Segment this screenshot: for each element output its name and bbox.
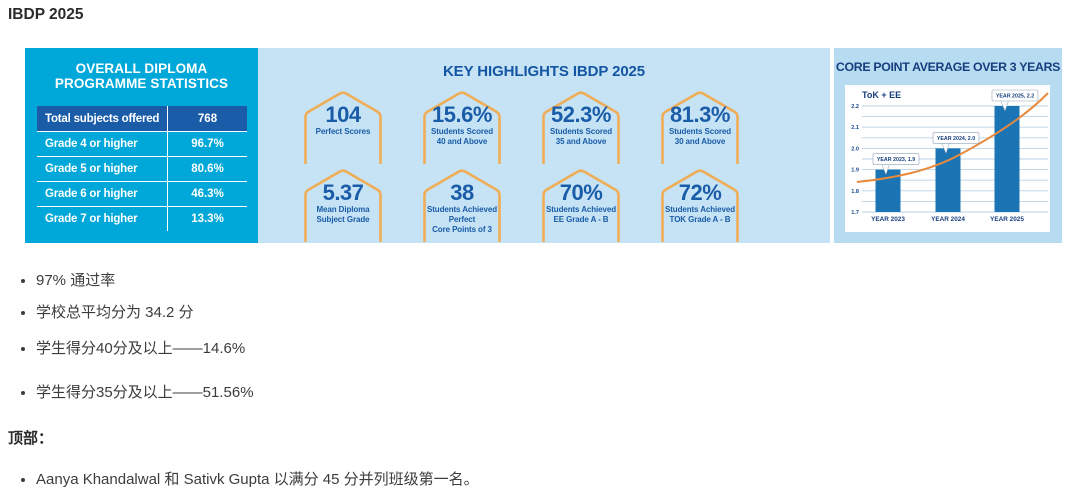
badge-value: 5.37: [322, 180, 364, 205]
table-row: Grade 6 or higher 46.3%: [37, 181, 247, 206]
badge-label: Mean Diploma Subject Grade: [316, 205, 370, 225]
highlight-badge: 72% Students Achieved TOK Grade A - B: [660, 166, 740, 242]
core-point-chart-panel: CORE POINT AVERAGE OVER 3 YEARS ToK + EE…: [834, 48, 1062, 243]
callout-box: [991, 89, 1039, 102]
stat-label: Grade 6 or higher: [45, 188, 138, 200]
badge-outline-icon: [661, 169, 739, 242]
badge-outline-icon: [304, 169, 382, 242]
x-axis-label: YEAR 2025: [990, 216, 1024, 223]
stat-label: Grade 4 or higher: [45, 138, 138, 150]
page-title: IBDP 2025: [8, 6, 84, 23]
stat-value: 96.7%: [167, 132, 247, 156]
x-axis-label: YEAR 2023: [871, 216, 905, 223]
y-tick-label: 1.9: [851, 168, 859, 174]
stat-value: 80.6%: [167, 157, 247, 181]
badge-label: Perfect Scores: [315, 127, 371, 137]
callout-label: YEAR 2024, 2.0: [937, 136, 975, 142]
list-item: 学生得分40分及以上——14.6%: [36, 338, 254, 359]
stat-value: 768: [167, 106, 247, 131]
table-row: Total subjects offered 768: [37, 106, 247, 131]
badge-outline-icon: [542, 91, 620, 164]
badge-outline-icon: [423, 91, 501, 164]
y-tick-label: 1.7: [851, 210, 859, 216]
stats-table: Total subjects offered 768 Grade 4 or hi…: [37, 106, 247, 231]
key-highlights-panel: KEY HIGHLIGHTS IBDP 2025 104 Perfect Scor…: [258, 48, 830, 243]
highlight-badge: 81.3% Students Scored 30 and Above: [660, 88, 740, 164]
list-item: 学校总平均分为 34.2 分: [36, 302, 254, 323]
stat-label: Total subjects offered: [45, 112, 160, 125]
highlight-badge: 52.3% Students Scored 35 and Above: [541, 88, 621, 164]
overall-statistics-panel: OVERALL DIPLOMA PROGRAMME STATISTICS Tot…: [25, 48, 258, 243]
stats-panel-title: OVERALL DIPLOMA PROGRAMME STATISTICS: [54, 61, 229, 92]
badge-outline-icon: [661, 91, 739, 164]
badge-outline-icon: [304, 91, 382, 164]
badge-value: 38: [450, 180, 474, 205]
chart-title: CORE POINT AVERAGE OVER 3 YEARS: [835, 60, 1061, 74]
badge-label: Students Scored 40 and Above: [430, 127, 494, 147]
chart-plot-area: ToK + EE 1.7 1.8 1.9 2.0 2.1 2.2 YEAR 2023, 1…: [845, 85, 1050, 232]
list-item: 97% 通过率: [36, 270, 254, 291]
badge-value: 70%: [559, 180, 603, 205]
ibdp-infographic: OVERALL DIPLOMA PROGRAMME STATISTICS Tot…: [25, 48, 1062, 243]
summary-bullet-list: 97% 通过率 学校总平均分为 34.2 分 学生得分40分及以上——14.6%…: [0, 270, 254, 403]
list-item: Aanya Khandalwal 和 Sativk Gupta 以满分 45 分…: [36, 469, 479, 490]
badge-label: Students Scored 35 and Above: [549, 127, 613, 147]
chart-legend: ToK + EE: [862, 90, 901, 100]
y-tick-label: 1.8: [851, 189, 859, 195]
table-row: Grade 5 or higher 80.6%: [37, 156, 247, 181]
key-highlights-title: KEY HIGHLIGHTS IBDP 2025: [442, 63, 646, 80]
stat-value: 46.3%: [167, 182, 247, 206]
top-students-bullet-list: Aanya Khandalwal 和 Sativk Gupta 以满分 45 分…: [0, 469, 479, 490]
list-item: 学生得分35分及以上——51.56%: [36, 382, 254, 403]
bar: [935, 148, 961, 212]
x-axis-label: YEAR 2024: [931, 216, 965, 223]
highlight-badge: 104 Perfect Scores: [303, 88, 383, 164]
highlight-badge: 70% Students Achieved EE Grade A - B: [541, 166, 621, 242]
x-axis-labels: YEAR 2023 YEAR 2024 YEAR 2025: [871, 216, 1024, 223]
y-axis-ticks: 1.7 1.8 1.9 2.0 2.1 2.2: [851, 104, 859, 216]
y-tick-label: 2.0: [851, 146, 859, 152]
stat-value: 13.3%: [167, 207, 247, 231]
y-tick-label: 2.1: [851, 125, 859, 131]
bar: [994, 106, 1020, 212]
stat-label: Grade 5 or higher: [45, 163, 138, 175]
table-row: Grade 4 or higher 96.7%: [37, 131, 247, 156]
badge-outline-icon: [423, 169, 501, 242]
callout-box: [932, 132, 980, 144]
core-point-chart: ToK + EE 1.7 1.8 1.9 2.0 2.1 2.2 YEAR 2023, 1…: [851, 89, 1049, 223]
callout-label: YEAR 2023, 1.9: [877, 157, 915, 163]
badge-value: 72%: [678, 180, 722, 205]
panel-divider: [830, 48, 834, 243]
table-row: Grade 7 or higher 13.3%: [37, 206, 247, 231]
badge-label: Students Scored 30 and Above: [668, 127, 732, 147]
badge-outline-icon: [542, 169, 620, 242]
data-callouts: YEAR 2023, 1.9 YEAR 2024, 2.0 YEAR 2025, 2…: [872, 89, 1039, 176]
bars: [875, 106, 1020, 212]
callout-box: [872, 153, 920, 165]
badge-value: 81.3%: [670, 102, 730, 127]
badge-value: 15.6%: [432, 102, 492, 127]
badge-label: Students Achieved EE Grade A - B: [545, 205, 617, 225]
badge-value: 104: [325, 102, 361, 127]
highlight-badge: 15.6% Students Scored 40 and Above: [422, 88, 502, 164]
stat-label: Grade 7 or higher: [45, 213, 138, 225]
badge-label: Students Achieved TOK Grade A - B: [664, 205, 736, 225]
badge-value: 52.3%: [551, 102, 611, 127]
section-heading: 顶部：: [8, 430, 54, 447]
y-tick-label: 2.2: [851, 104, 859, 110]
highlight-badge: 5.37 Mean Diploma Subject Grade: [303, 166, 383, 242]
trend-line: [856, 92, 1049, 183]
badge-label: Students Achieved Perfect Core Points of…: [426, 205, 498, 235]
highlight-badge: 38 Students Achieved Perfect Core Points …: [422, 166, 502, 242]
callout-label: YEAR 2025, 2.2: [996, 94, 1034, 100]
